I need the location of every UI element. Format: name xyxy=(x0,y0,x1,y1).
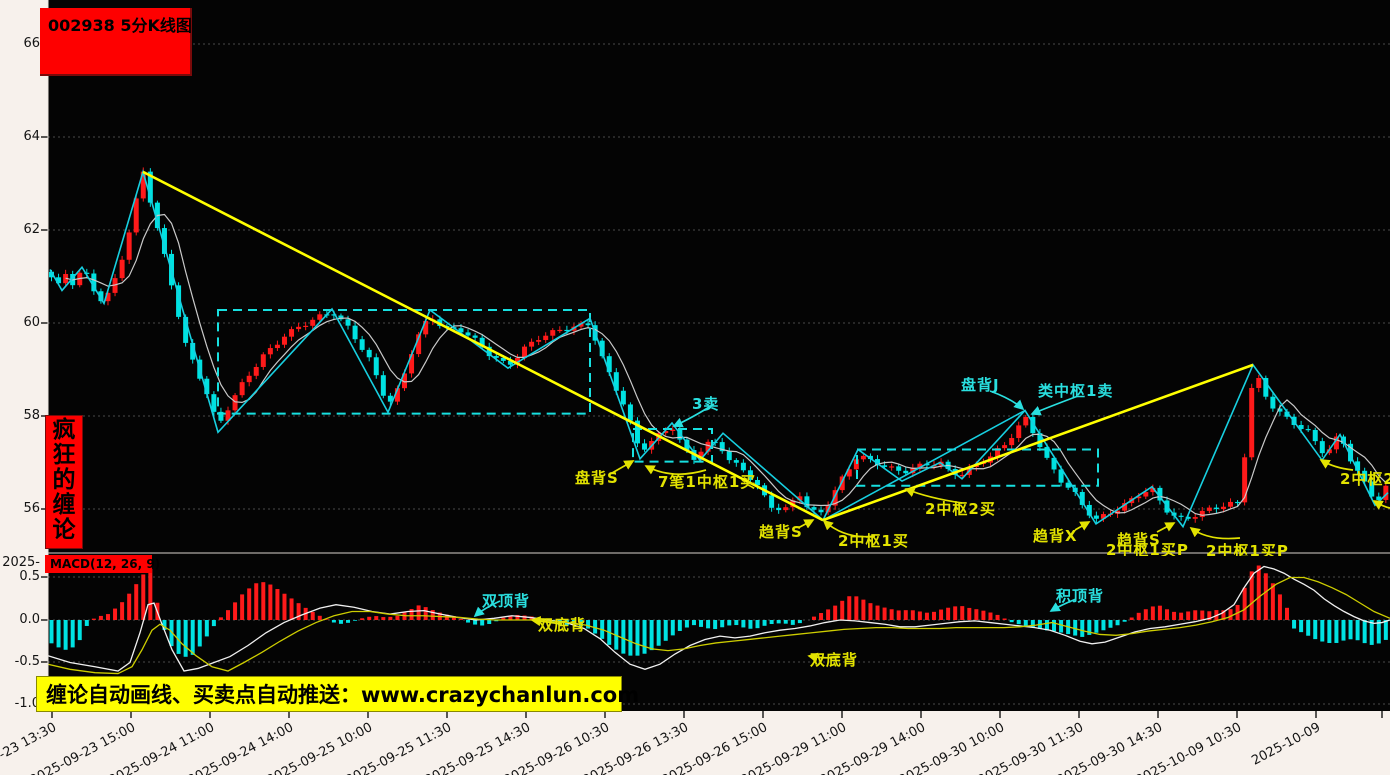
annotation-双顶背: 双顶背 xyxy=(482,592,531,610)
macd-axis-label: -0.5 xyxy=(14,654,40,669)
annotation-双底背: 双底背 xyxy=(810,651,859,669)
annotation-趋背X: 趋背X xyxy=(1033,527,1078,545)
stray-year-label: 2025- xyxy=(2,555,40,570)
annotation-2中枢1买P: 2中枢1买P xyxy=(1206,542,1289,556)
annotation-2中枢2: 2中枢2 xyxy=(1340,470,1390,488)
price-axis-label: 64 xyxy=(23,129,40,144)
price-axis-label: 60 xyxy=(23,315,40,330)
annotation-类中枢1卖: 类中枢1卖 xyxy=(1038,382,1114,400)
annotation-2中枢2买: 2中枢2买 xyxy=(925,500,996,518)
annotation-7笔1中枢1买: 7笔1中枢1买 xyxy=(658,473,757,491)
macd-axis-label: -1.0 xyxy=(14,696,40,711)
macd-axis-label: 0.5 xyxy=(19,569,40,584)
price-axis-label: 62 xyxy=(23,222,40,237)
macd-axis-label: 0.0 xyxy=(19,612,40,627)
annotation-趋背S: 趋背S xyxy=(759,523,803,541)
price-pane-annotations: 3卖 盘背S 7笔1中枢1买 趋背S 2中枢1买 2中枢2买 盘背J 类中枢1卖 趋背X 趋背S 2… xyxy=(575,376,1390,556)
watermark-vertical-text: 疯狂的缠论 xyxy=(45,415,83,549)
chart-title: 002938 5分K线图 xyxy=(48,16,192,35)
annotation-盘背J: 盘背J xyxy=(961,376,1000,394)
date-label: 2025-10-09 xyxy=(1249,720,1324,769)
annotation-积顶背: 积顶背 xyxy=(1056,587,1105,605)
price-axis-label: 66 xyxy=(23,36,40,51)
price-axis-label: 56 xyxy=(23,501,40,516)
annotation-2中枢1买P: 2中枢1买P xyxy=(1106,541,1189,556)
annotation-盘背S: 盘背S xyxy=(575,469,619,487)
annotation-3卖: 3卖 xyxy=(692,395,720,413)
annotation-双底背: 双底背 xyxy=(538,616,587,634)
price-axis-label: 58 xyxy=(23,408,40,423)
macd-pane-annotations: 双顶背 双底背 双底背 积顶背 xyxy=(0,553,1390,711)
chart-title-box: 002938 5分K线图 xyxy=(40,8,192,76)
annotation-趋背S: 趋背S xyxy=(1117,531,1161,549)
promo-banner-link[interactable]: 缠论自动画线、买卖点自动推送：www.crazychanlun.com xyxy=(36,676,639,712)
annotation-2中枢1买: 2中枢1买 xyxy=(838,532,909,550)
macd-indicator-label: MACD(12, 26, 9) xyxy=(45,555,160,573)
